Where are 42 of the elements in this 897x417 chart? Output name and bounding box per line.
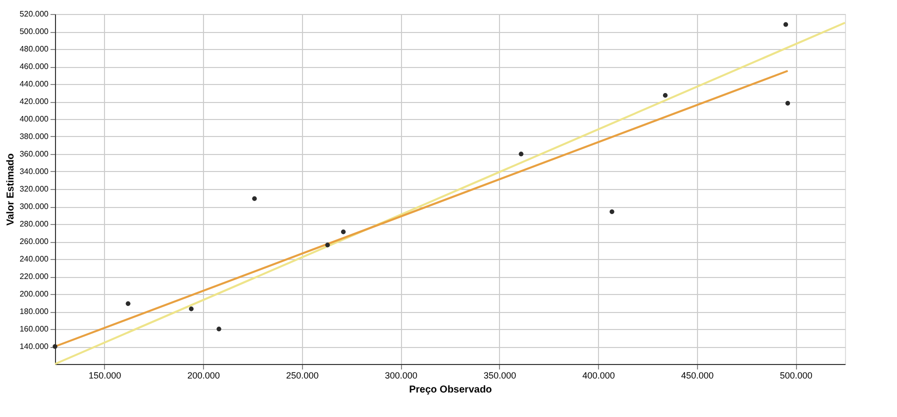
- x-axis-title: Preço Observado: [409, 384, 492, 396]
- point: [52, 344, 58, 349]
- point: [785, 100, 790, 106]
- y-tick-label: 200.000: [20, 290, 50, 298]
- point: [783, 22, 788, 27]
- y-tick-label: 440.000: [20, 80, 50, 88]
- y-tick-label: 380.000: [20, 132, 50, 141]
- y-tick-label: 400.000: [20, 114, 50, 124]
- point: [341, 230, 346, 234]
- y-tick-label: 180.000: [20, 307, 50, 316]
- y-tick-label: 280.000: [20, 220, 50, 228]
- y-tick-label: 500.000: [20, 27, 50, 36]
- y-tick-label: 360.000: [20, 150, 50, 158]
- y-tick-label: 300.000: [20, 202, 50, 211]
- point: [518, 152, 524, 156]
- y-axis-title: Valor Estimado: [6, 153, 17, 226]
- y-tick-label: 340.000: [20, 167, 50, 176]
- point: [188, 306, 194, 312]
- x-tick-label: 400.000: [582, 370, 615, 380]
- x-tick-label: 250.000: [286, 370, 319, 380]
- y-tick-label: 220.000: [20, 272, 50, 281]
- point: [216, 326, 222, 332]
- point: [126, 301, 130, 306]
- y-tick-label: 160.000: [20, 324, 50, 334]
- point: [325, 242, 330, 248]
- x-tick-label: 150.000: [88, 370, 122, 380]
- point: [252, 196, 257, 201]
- x-tick-label: 350.000: [484, 370, 516, 380]
- y-tick-label: 520.000: [20, 10, 50, 18]
- y-tick-label: 480.000: [20, 44, 50, 54]
- y-tick-label: 420.000: [20, 97, 50, 106]
- point: [662, 93, 668, 98]
- point: [610, 209, 614, 214]
- y-tick-label: 260.000: [20, 237, 50, 246]
- y-tick-label: 320.000: [20, 184, 50, 194]
- y-tick-label: 240.000: [20, 254, 50, 264]
- y-tick-label: 140.000: [20, 342, 50, 351]
- x-tick-label: 200.000: [187, 370, 220, 380]
- x-tick-label: 500.000: [780, 370, 812, 380]
- y-tick-label: 460.000: [20, 62, 50, 71]
- x-tick-label: 300.000: [384, 370, 418, 380]
- x-tick-label: 450.000: [681, 370, 714, 380]
